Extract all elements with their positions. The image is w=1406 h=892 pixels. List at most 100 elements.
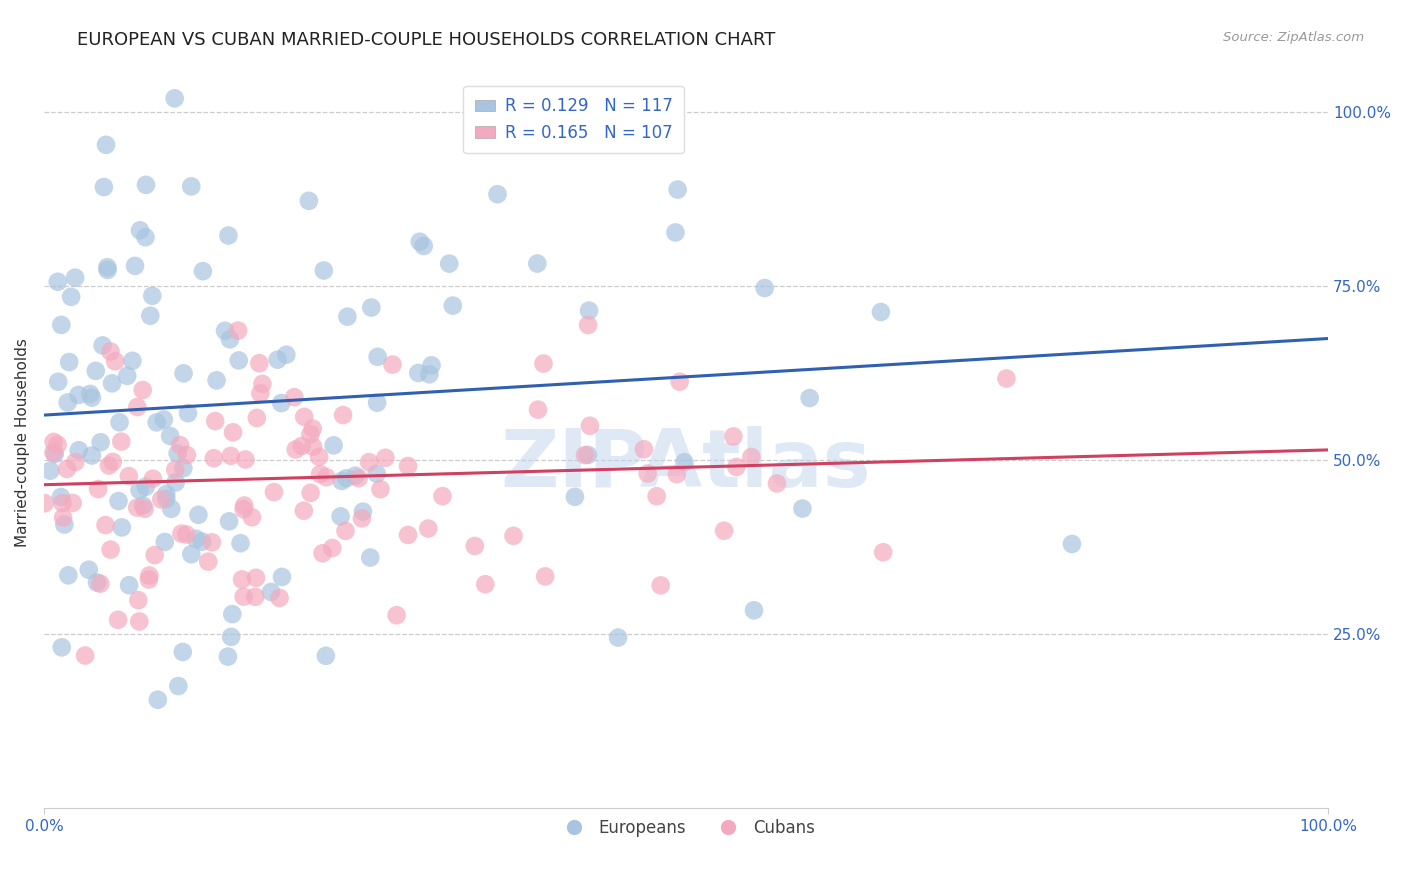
Point — [245, 571, 267, 585]
Point — [335, 471, 357, 485]
Point — [217, 649, 239, 664]
Point — [146, 692, 169, 706]
Point — [56, 395, 79, 409]
Point — [576, 448, 599, 462]
Point — [270, 396, 292, 410]
Point — [101, 455, 124, 469]
Point — [100, 344, 122, 359]
Point — [412, 239, 434, 253]
Point — [233, 499, 256, 513]
Point — [80, 391, 103, 405]
Point — [135, 480, 157, 494]
Point — [650, 578, 672, 592]
Point — [145, 416, 167, 430]
Point — [129, 223, 152, 237]
Point — [108, 415, 131, 429]
Point — [160, 501, 183, 516]
Point — [408, 366, 430, 380]
Point — [118, 469, 141, 483]
Point — [173, 367, 195, 381]
Point — [464, 539, 486, 553]
Point — [995, 371, 1018, 385]
Point — [221, 607, 243, 621]
Point — [381, 358, 404, 372]
Point — [347, 471, 370, 485]
Point — [792, 501, 814, 516]
Point — [58, 568, 80, 582]
Point — [578, 303, 600, 318]
Point — [77, 563, 100, 577]
Point — [138, 573, 160, 587]
Point — [336, 310, 359, 324]
Point — [180, 179, 202, 194]
Point — [754, 281, 776, 295]
Point — [143, 548, 166, 562]
Point — [742, 603, 765, 617]
Point — [205, 373, 228, 387]
Point — [309, 467, 332, 482]
Point — [191, 534, 214, 549]
Point — [502, 529, 524, 543]
Point — [766, 476, 789, 491]
Point — [474, 577, 496, 591]
Point — [574, 448, 596, 462]
Point — [283, 390, 305, 404]
Point — [51, 318, 73, 332]
Point — [163, 91, 186, 105]
Point — [269, 591, 291, 605]
Point — [673, 455, 696, 469]
Point — [713, 524, 735, 538]
Text: ZIPAtlas: ZIPAtlas — [501, 425, 872, 504]
Point — [155, 491, 177, 506]
Point — [576, 318, 599, 332]
Point — [486, 187, 509, 202]
Point — [645, 489, 668, 503]
Point — [138, 568, 160, 582]
Point — [219, 630, 242, 644]
Point — [360, 301, 382, 315]
Point — [330, 474, 353, 488]
Point — [101, 376, 124, 391]
Point — [110, 434, 132, 449]
Point — [67, 443, 90, 458]
Point — [153, 412, 176, 426]
Point — [131, 383, 153, 397]
Point — [633, 442, 655, 457]
Point — [111, 520, 134, 534]
Point — [191, 264, 214, 278]
Point — [740, 450, 762, 464]
Point — [46, 375, 69, 389]
Point — [128, 615, 150, 629]
Point — [202, 451, 225, 466]
Point — [107, 494, 129, 508]
Point — [308, 450, 330, 464]
Point — [409, 235, 432, 249]
Point — [86, 575, 108, 590]
Point — [135, 178, 157, 192]
Point — [172, 645, 194, 659]
Point — [222, 425, 245, 440]
Point — [90, 435, 112, 450]
Point — [52, 510, 75, 524]
Point — [385, 608, 408, 623]
Point — [232, 590, 254, 604]
Point — [184, 532, 207, 546]
Point — [301, 421, 323, 435]
Point — [187, 508, 209, 522]
Point — [219, 332, 242, 346]
Point — [564, 490, 586, 504]
Point — [115, 368, 138, 383]
Point — [56, 462, 79, 476]
Point — [94, 518, 117, 533]
Point — [439, 257, 461, 271]
Point — [219, 449, 242, 463]
Point — [723, 429, 745, 443]
Point — [370, 482, 392, 496]
Point — [39, 464, 62, 478]
Point — [302, 440, 325, 454]
Point — [127, 593, 149, 607]
Point — [34, 496, 56, 510]
Point — [229, 536, 252, 550]
Point — [62, 496, 84, 510]
Point — [534, 569, 557, 583]
